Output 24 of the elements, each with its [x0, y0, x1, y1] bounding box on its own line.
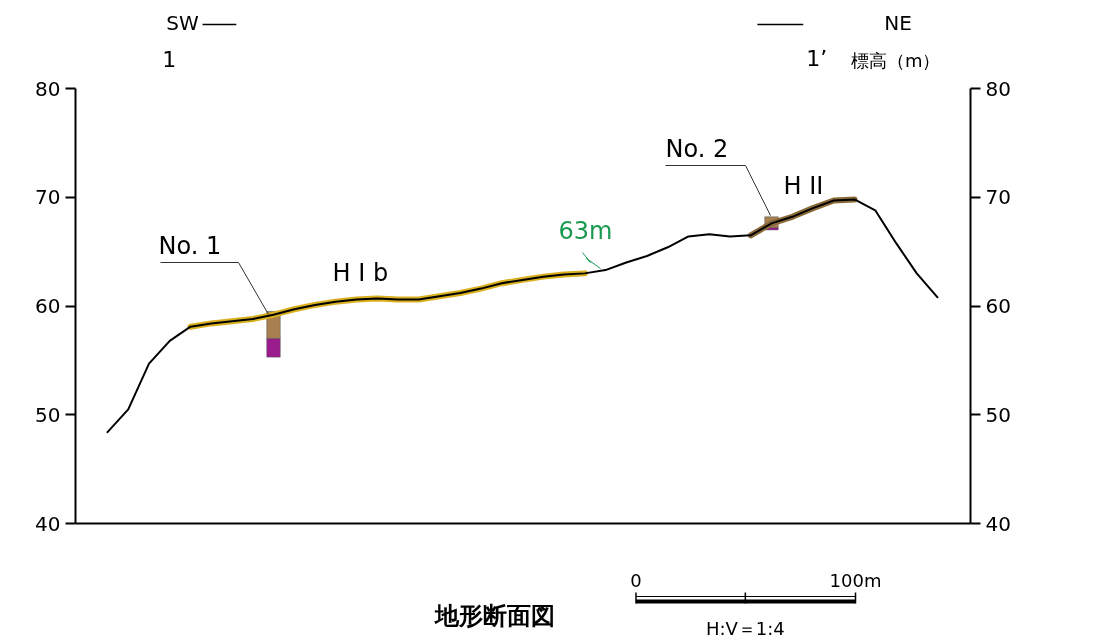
annotation: H I b — [332, 258, 389, 287]
y-tick-label: 70 — [35, 185, 61, 210]
text: 100m — [829, 570, 882, 591]
y2-tick-label: 70 — [985, 185, 1011, 210]
y-tick-label: 60 — [35, 294, 61, 318]
y-tick-label: 80 — [35, 76, 61, 101]
y-tick-label: 50 — [35, 402, 61, 427]
text: 1 — [162, 46, 177, 72]
text: 0 — [630, 570, 642, 591]
text: NE — [884, 10, 912, 35]
y-tick-label: 40 — [35, 511, 61, 536]
annotation: 63m — [558, 216, 613, 245]
y2-tick-label: 60 — [985, 294, 1011, 318]
y2-tick-label: 40 — [985, 511, 1011, 536]
annotation: No. 1 — [158, 231, 222, 260]
annotation: No. 2 — [665, 134, 729, 163]
y2-tick-label: 80 — [985, 76, 1011, 101]
annotation: H II — [783, 171, 824, 200]
text: SW — [166, 10, 200, 35]
text: 地形断面図 — [434, 601, 556, 630]
y2-tick-label: 50 — [985, 402, 1011, 427]
y2-axis-title: 標高（m） — [850, 50, 941, 71]
text: 1’ — [806, 46, 828, 71]
text: H:V＝1:4 — [705, 618, 785, 639]
